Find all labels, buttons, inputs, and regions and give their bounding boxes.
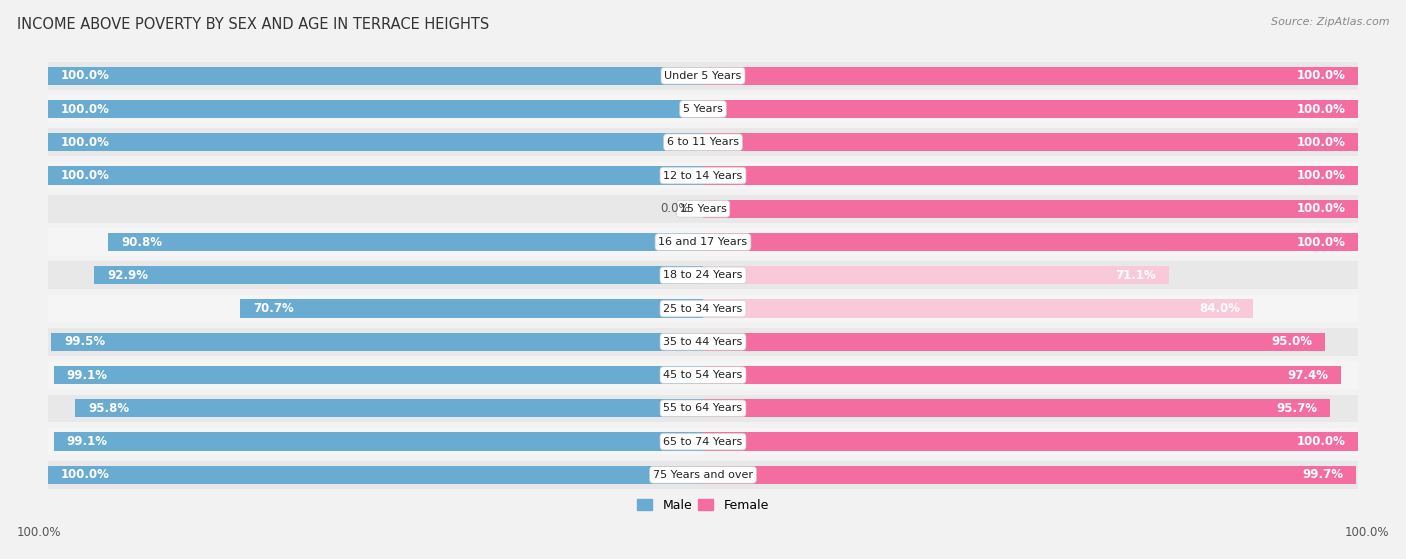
Bar bbox=[240, 300, 703, 318]
Bar bbox=[48, 295, 1358, 323]
Bar bbox=[703, 100, 1358, 118]
Text: 95.0%: 95.0% bbox=[1271, 335, 1312, 348]
Bar bbox=[693, 200, 703, 218]
Bar bbox=[48, 133, 703, 151]
Bar bbox=[48, 195, 1358, 222]
Bar bbox=[48, 466, 703, 484]
Text: 100.0%: 100.0% bbox=[60, 136, 110, 149]
Text: 55 to 64 Years: 55 to 64 Years bbox=[664, 404, 742, 413]
Bar bbox=[48, 167, 703, 184]
Bar bbox=[48, 162, 1358, 190]
Text: 100.0%: 100.0% bbox=[60, 169, 110, 182]
Text: 35 to 44 Years: 35 to 44 Years bbox=[664, 337, 742, 347]
Bar bbox=[76, 399, 703, 418]
Bar bbox=[48, 328, 1358, 356]
Text: 71.1%: 71.1% bbox=[1115, 269, 1156, 282]
Text: 100.0%: 100.0% bbox=[1296, 202, 1346, 215]
Bar bbox=[51, 333, 703, 351]
Legend: Male, Female: Male, Female bbox=[633, 494, 773, 517]
Bar bbox=[48, 228, 1358, 256]
Text: Source: ZipAtlas.com: Source: ZipAtlas.com bbox=[1271, 17, 1389, 27]
Bar bbox=[703, 167, 1358, 184]
Text: 84.0%: 84.0% bbox=[1199, 302, 1240, 315]
Bar bbox=[48, 67, 703, 85]
Text: 0.0%: 0.0% bbox=[661, 202, 690, 215]
Text: 16 and 17 Years: 16 and 17 Years bbox=[658, 237, 748, 247]
Bar bbox=[48, 262, 1358, 289]
Text: 6 to 11 Years: 6 to 11 Years bbox=[666, 138, 740, 147]
Bar bbox=[53, 366, 703, 384]
Bar bbox=[94, 266, 703, 285]
Text: INCOME ABOVE POVERTY BY SEX AND AGE IN TERRACE HEIGHTS: INCOME ABOVE POVERTY BY SEX AND AGE IN T… bbox=[17, 17, 489, 32]
Bar bbox=[108, 233, 703, 251]
Text: 25 to 34 Years: 25 to 34 Years bbox=[664, 304, 742, 314]
Bar bbox=[703, 399, 1330, 418]
Bar bbox=[703, 300, 1253, 318]
Bar bbox=[703, 67, 1358, 85]
Bar bbox=[48, 461, 1358, 489]
Text: 92.9%: 92.9% bbox=[107, 269, 149, 282]
Bar bbox=[703, 466, 1357, 484]
Bar bbox=[48, 95, 1358, 123]
Text: 90.8%: 90.8% bbox=[121, 235, 162, 249]
Text: 5 Years: 5 Years bbox=[683, 104, 723, 114]
Bar bbox=[703, 266, 1168, 285]
Bar bbox=[703, 433, 1358, 451]
Bar bbox=[48, 395, 1358, 422]
Text: 97.4%: 97.4% bbox=[1286, 368, 1329, 382]
Text: 100.0%: 100.0% bbox=[17, 527, 62, 539]
Text: 75 Years and over: 75 Years and over bbox=[652, 470, 754, 480]
Text: 12 to 14 Years: 12 to 14 Years bbox=[664, 170, 742, 181]
Bar bbox=[48, 100, 703, 118]
Text: 99.5%: 99.5% bbox=[65, 335, 105, 348]
Bar bbox=[703, 333, 1326, 351]
Text: 65 to 74 Years: 65 to 74 Years bbox=[664, 437, 742, 447]
Text: 99.1%: 99.1% bbox=[66, 435, 108, 448]
Bar bbox=[48, 361, 1358, 389]
Text: 100.0%: 100.0% bbox=[1344, 527, 1389, 539]
Bar bbox=[703, 200, 1358, 218]
Text: 100.0%: 100.0% bbox=[1296, 169, 1346, 182]
Text: 95.7%: 95.7% bbox=[1277, 402, 1317, 415]
Text: 100.0%: 100.0% bbox=[1296, 69, 1346, 82]
Text: 100.0%: 100.0% bbox=[60, 102, 110, 116]
Bar bbox=[703, 233, 1358, 251]
Text: 45 to 54 Years: 45 to 54 Years bbox=[664, 370, 742, 380]
Text: 15 Years: 15 Years bbox=[679, 204, 727, 214]
Text: 99.1%: 99.1% bbox=[66, 368, 108, 382]
Text: 95.8%: 95.8% bbox=[89, 402, 129, 415]
Text: 100.0%: 100.0% bbox=[1296, 435, 1346, 448]
Bar bbox=[48, 62, 1358, 89]
Bar bbox=[48, 129, 1358, 156]
Text: Under 5 Years: Under 5 Years bbox=[665, 71, 741, 80]
Text: 100.0%: 100.0% bbox=[1296, 102, 1346, 116]
Bar bbox=[703, 133, 1358, 151]
Text: 100.0%: 100.0% bbox=[1296, 136, 1346, 149]
Text: 99.7%: 99.7% bbox=[1302, 468, 1343, 481]
Bar bbox=[703, 366, 1341, 384]
Text: 100.0%: 100.0% bbox=[60, 468, 110, 481]
Bar bbox=[53, 433, 703, 451]
Bar bbox=[48, 428, 1358, 456]
Text: 70.7%: 70.7% bbox=[253, 302, 294, 315]
Text: 100.0%: 100.0% bbox=[1296, 235, 1346, 249]
Text: 100.0%: 100.0% bbox=[60, 69, 110, 82]
Text: 18 to 24 Years: 18 to 24 Years bbox=[664, 271, 742, 280]
